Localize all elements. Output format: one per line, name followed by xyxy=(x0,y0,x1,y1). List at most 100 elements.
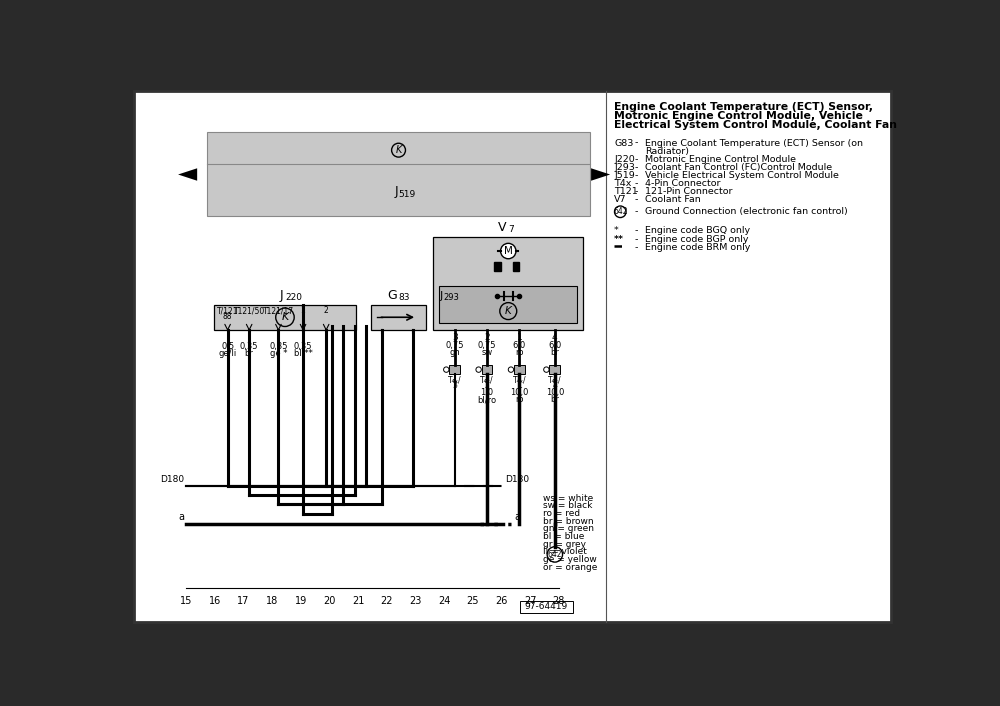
Text: Engine code BGP only: Engine code BGP only xyxy=(645,235,748,244)
Text: br = brown: br = brown xyxy=(543,517,594,526)
Text: 1: 1 xyxy=(517,381,522,390)
Text: G: G xyxy=(387,289,397,302)
Text: V: V xyxy=(498,221,507,234)
Text: 10,0: 10,0 xyxy=(510,388,529,397)
Text: Ground Connection (electronic fan control): Ground Connection (electronic fan contro… xyxy=(645,208,848,216)
Text: 10,0: 10,0 xyxy=(546,388,564,397)
Text: Motronic Engine Control Module: Motronic Engine Control Module xyxy=(645,155,796,164)
Text: 1: 1 xyxy=(517,333,522,342)
Bar xyxy=(449,365,460,374)
Text: ro: ro xyxy=(515,395,524,404)
Text: ro = red: ro = red xyxy=(543,509,580,518)
Bar xyxy=(439,287,577,323)
Text: 0,35: 0,35 xyxy=(240,342,258,351)
Text: 24: 24 xyxy=(438,596,450,606)
Text: D180: D180 xyxy=(160,474,184,484)
Text: 0,5: 0,5 xyxy=(221,342,234,351)
Text: K: K xyxy=(505,306,512,316)
Text: Radiator): Radiator) xyxy=(645,147,689,156)
Text: br: br xyxy=(550,395,559,404)
Text: V7: V7 xyxy=(614,196,627,204)
Text: bl **: bl ** xyxy=(294,349,312,358)
Text: Engine Coolant Temperature (ECT) Sensor,: Engine Coolant Temperature (ECT) Sensor, xyxy=(614,102,873,112)
Text: 3: 3 xyxy=(452,333,458,342)
Text: ◄: ◄ xyxy=(178,162,197,186)
Text: -: - xyxy=(634,244,638,252)
Bar xyxy=(371,305,426,330)
Text: T121/17: T121/17 xyxy=(263,306,294,316)
Text: K: K xyxy=(281,312,289,322)
Text: gn = green: gn = green xyxy=(543,525,594,534)
Text: gr = grey: gr = grey xyxy=(543,540,586,549)
Text: Vehicle Electrical System Control Module: Vehicle Electrical System Control Module xyxy=(645,171,839,180)
Text: 0,75: 0,75 xyxy=(446,341,464,350)
Text: T₄ₓ/: T₄ₓ/ xyxy=(448,376,462,385)
Text: sw: sw xyxy=(481,348,493,357)
Text: br: br xyxy=(245,349,254,358)
Bar xyxy=(549,365,560,374)
Text: 4: 4 xyxy=(552,381,557,390)
Text: Coolant Fan: Coolant Fan xyxy=(645,196,701,204)
Text: 220: 220 xyxy=(285,293,302,302)
Text: 21: 21 xyxy=(352,596,364,606)
Text: a: a xyxy=(178,512,184,522)
Text: 2: 2 xyxy=(324,306,329,316)
Text: 121-Pin Connector: 121-Pin Connector xyxy=(645,187,732,196)
Bar xyxy=(482,365,492,374)
Text: 4-Pin Connector: 4-Pin Connector xyxy=(645,179,720,188)
Text: G83: G83 xyxy=(614,138,634,148)
Bar xyxy=(513,262,519,271)
Text: -: - xyxy=(634,227,638,235)
Text: 26: 26 xyxy=(495,596,508,606)
Text: T/121: T/121 xyxy=(217,306,238,316)
Bar xyxy=(433,237,583,330)
Text: gn: gn xyxy=(449,348,460,357)
Text: T121: T121 xyxy=(614,187,638,196)
Bar xyxy=(214,305,356,330)
Text: -: - xyxy=(634,155,638,164)
Text: ge/li: ge/li xyxy=(218,349,237,358)
Text: ws = white: ws = white xyxy=(543,493,594,503)
Text: T121/50: T121/50 xyxy=(234,306,265,316)
Bar xyxy=(514,365,525,374)
Text: bl/ro: bl/ro xyxy=(478,395,497,404)
Text: 27: 27 xyxy=(524,596,536,606)
Text: **: ** xyxy=(614,235,624,244)
Text: -: - xyxy=(634,163,638,172)
Text: Engine Coolant Temperature (ECT) Sensor (on: Engine Coolant Temperature (ECT) Sensor … xyxy=(645,138,863,148)
Text: -: - xyxy=(634,187,638,196)
Text: Coolant Fan Control (FC)Control Module: Coolant Fan Control (FC)Control Module xyxy=(645,163,832,172)
Text: T₄ₓ/: T₄ₓ/ xyxy=(513,376,526,385)
Text: br: br xyxy=(550,348,559,357)
Bar xyxy=(207,132,590,217)
Text: *: * xyxy=(614,227,619,235)
Text: 1: 1 xyxy=(301,306,305,316)
Text: 293: 293 xyxy=(443,294,459,302)
Text: li = violet: li = violet xyxy=(543,547,587,556)
Text: ►: ► xyxy=(591,162,610,186)
Text: -: - xyxy=(634,179,638,188)
Bar xyxy=(494,262,501,271)
Text: 19: 19 xyxy=(295,596,307,606)
Text: -: - xyxy=(634,196,638,204)
Text: -: - xyxy=(634,138,638,148)
Text: 2: 2 xyxy=(485,381,489,390)
Text: J293: J293 xyxy=(614,163,635,172)
Text: -: - xyxy=(634,208,638,216)
Text: 7: 7 xyxy=(508,225,514,234)
Text: ge *: ge * xyxy=(270,349,287,358)
Text: 4: 4 xyxy=(552,333,558,342)
Text: T₄ₓ/: T₄ₓ/ xyxy=(548,376,562,385)
Text: ro: ro xyxy=(515,348,524,357)
Text: 2: 2 xyxy=(484,333,490,342)
Text: or = orange: or = orange xyxy=(543,563,598,572)
Text: sw = black: sw = black xyxy=(543,501,593,510)
Text: 6,0: 6,0 xyxy=(513,341,526,350)
Text: J: J xyxy=(439,291,442,301)
Text: 20: 20 xyxy=(323,596,336,606)
Text: 28: 28 xyxy=(553,596,565,606)
Text: -: - xyxy=(634,171,638,180)
Text: Engine code BGQ only: Engine code BGQ only xyxy=(645,227,750,235)
Text: Electrical System Control Module, Coolant Fan: Electrical System Control Module, Coolan… xyxy=(614,120,897,130)
Text: 3: 3 xyxy=(452,381,457,390)
